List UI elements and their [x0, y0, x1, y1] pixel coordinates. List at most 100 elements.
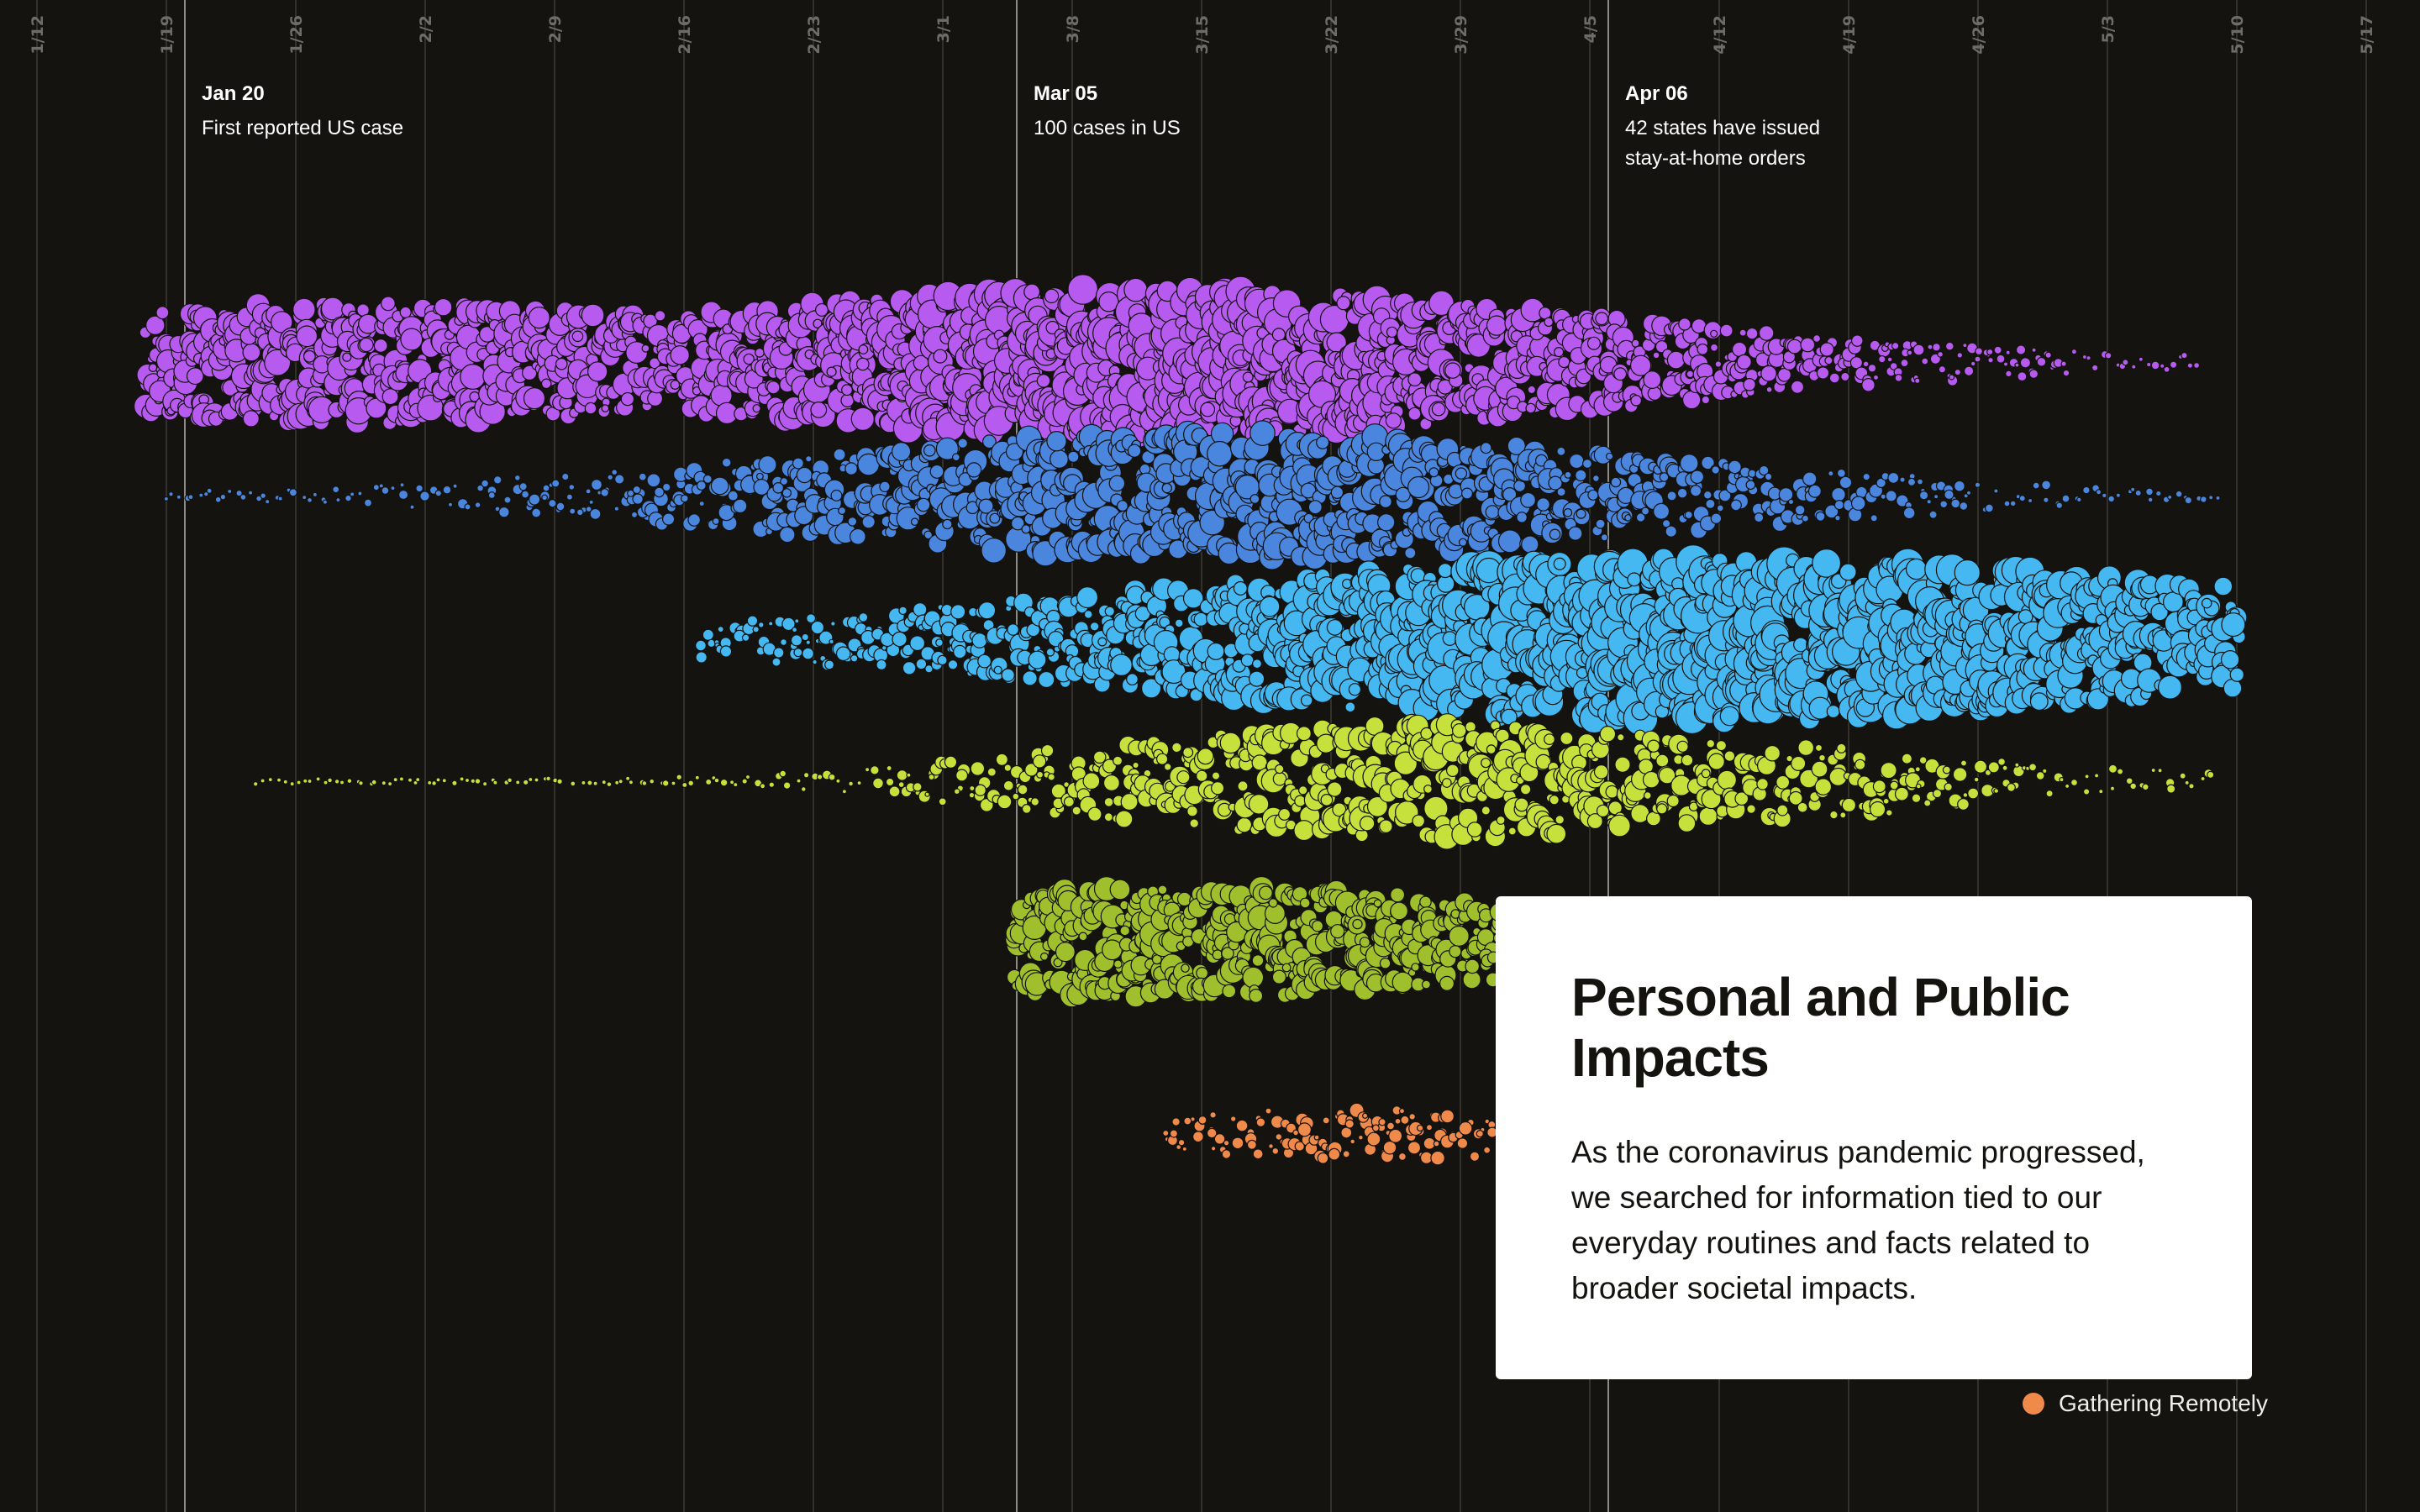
- tick-label: 3/15: [1193, 15, 1212, 55]
- bubble: [561, 472, 570, 481]
- bubble: [1259, 596, 1281, 617]
- bubble: [1993, 345, 2002, 354]
- bubble: [1613, 367, 1628, 381]
- bubble: [1719, 706, 1740, 727]
- bubble: [2122, 359, 2129, 366]
- bubble: [1132, 761, 1139, 769]
- bubble: [974, 784, 986, 796]
- bubble: [1745, 480, 1756, 491]
- bubble: [1407, 407, 1422, 421]
- bubble: [1083, 610, 1093, 619]
- bubble: [2115, 492, 2121, 498]
- bubble: [2096, 489, 2102, 496]
- bubble: [879, 480, 891, 493]
- bubble: [1108, 475, 1126, 492]
- bubble: [802, 772, 810, 779]
- bubble: [507, 777, 513, 784]
- bubble: [498, 506, 510, 518]
- bubble: [2005, 370, 2012, 378]
- bubble: [712, 517, 720, 525]
- bubble: [1030, 797, 1040, 806]
- bubble: [2032, 481, 2040, 490]
- bubble: [1171, 742, 1182, 753]
- bubble: [2062, 369, 2070, 377]
- bubble: [661, 512, 676, 526]
- bubble: [1210, 781, 1225, 795]
- bubble: [1161, 482, 1173, 494]
- bubble: [1743, 377, 1756, 391]
- bubble: [1627, 572, 1642, 587]
- bubble: [937, 654, 948, 666]
- bubble: [759, 783, 766, 790]
- bubble: [1155, 753, 1169, 765]
- bubble: [302, 778, 308, 784]
- bubble: [935, 638, 944, 647]
- bubble: [970, 761, 986, 776]
- bubble: [1327, 781, 1343, 797]
- bubble: [145, 315, 166, 335]
- bubble: [713, 777, 720, 784]
- bubble: [802, 647, 814, 660]
- bubble: [1697, 343, 1709, 355]
- bubble: [1458, 538, 1468, 547]
- bubble: [810, 402, 828, 418]
- bubble: [1045, 648, 1055, 657]
- bubble: [434, 297, 453, 317]
- bubble: [302, 494, 308, 501]
- bubble: [755, 347, 765, 358]
- bubble: [452, 483, 458, 489]
- bubble: [1790, 380, 1805, 394]
- bubble: [687, 780, 695, 787]
- bubble: [1002, 780, 1014, 791]
- bubble: [752, 626, 760, 633]
- bubble: [1702, 490, 1712, 500]
- bubble: [2158, 675, 2183, 700]
- bubble: [2031, 347, 2037, 353]
- bubble: [671, 780, 676, 786]
- bubble: [1880, 493, 1886, 500]
- bubble: [399, 306, 412, 318]
- bubble: [814, 302, 829, 317]
- bubble: [886, 764, 892, 772]
- bubble: [242, 410, 260, 428]
- bubble: [2104, 351, 2112, 360]
- bubble: [447, 501, 454, 507]
- bubble: [545, 775, 551, 782]
- bubble: [528, 493, 541, 506]
- bubble: [1932, 342, 1941, 352]
- bubble: [2029, 692, 2049, 711]
- bubble: [1665, 525, 1677, 538]
- bubble: [2175, 490, 2183, 498]
- bubble: [1385, 412, 1402, 429]
- bubble: [267, 776, 273, 783]
- bubble: [1862, 360, 1870, 368]
- bubble: [662, 482, 671, 492]
- bubble: [1956, 352, 1964, 359]
- bubble: [1701, 395, 1711, 405]
- bubble: [2003, 500, 2011, 507]
- bubble: [1833, 499, 1844, 511]
- bubble: [1067, 450, 1080, 463]
- bubble: [592, 780, 598, 786]
- bubble: [1038, 670, 1055, 689]
- bubble: [1907, 477, 1917, 487]
- bubble: [1564, 470, 1572, 479]
- bubble: [1076, 586, 1099, 609]
- bubble: [1974, 355, 1981, 363]
- bubble: [680, 494, 689, 503]
- bubble: [1272, 771, 1287, 786]
- bubble: [2082, 486, 2091, 495]
- bubble: [1452, 722, 1467, 738]
- bubble: [1605, 452, 1614, 460]
- bubble: [1826, 704, 1840, 719]
- bubble: [392, 777, 398, 783]
- bubble: [312, 491, 318, 498]
- bubble: [1326, 619, 1344, 636]
- bubble: [1686, 370, 1695, 379]
- bubble: [587, 361, 608, 382]
- bubble: [431, 780, 437, 786]
- bubble: [476, 484, 484, 492]
- bubble: [1036, 373, 1051, 388]
- bubble: [829, 638, 834, 645]
- bubble: [1944, 341, 1954, 351]
